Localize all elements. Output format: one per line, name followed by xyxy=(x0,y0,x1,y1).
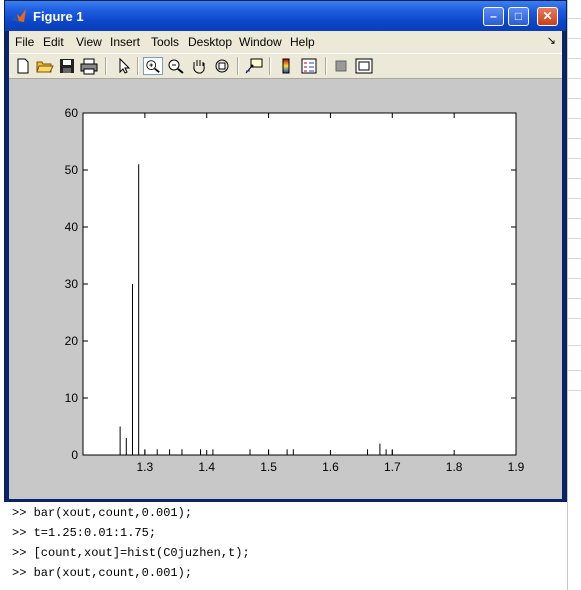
menu-edit[interactable]: Edit xyxy=(43,35,64,49)
menu-file[interactable]: File xyxy=(15,35,35,49)
x-tick-label: 1.4 xyxy=(198,460,215,474)
menu-view[interactable]: View xyxy=(76,35,102,49)
toolbar-separator xyxy=(105,57,107,75)
close-icon: ✕ xyxy=(542,9,553,23)
menu-tools[interactable]: Tools xyxy=(151,35,180,49)
zoom-out-icon[interactable] xyxy=(166,57,186,75)
pan-hand-icon[interactable] xyxy=(189,57,209,75)
minimize-icon: – xyxy=(490,9,497,23)
x-tick-label: 1.9 xyxy=(508,460,525,474)
new-figure-icon[interactable] xyxy=(13,57,33,75)
y-tick-label: 50 xyxy=(65,163,79,177)
edit-plot-arrow-icon[interactable] xyxy=(113,57,133,75)
y-tick-label: 20 xyxy=(65,334,79,348)
x-tick-label: 1.6 xyxy=(322,460,339,474)
y-axis: 0 10 20 30 40 50 60 xyxy=(65,106,516,462)
toolbar-separator xyxy=(325,57,327,75)
y-tick-label: 30 xyxy=(65,277,79,291)
figure-toolbar xyxy=(9,53,562,79)
menu-help[interactable]: Help xyxy=(290,35,315,49)
legend-icon[interactable] xyxy=(299,57,319,75)
save-icon[interactable] xyxy=(57,57,77,75)
plot-axes[interactable] xyxy=(82,112,517,456)
x-tick-label: 1.5 xyxy=(260,460,277,474)
window-title: Figure 1 xyxy=(33,9,84,24)
x-tick-label: 1.3 xyxy=(137,460,154,474)
maximize-icon: □ xyxy=(514,9,523,23)
figure-canvas: 1.3 1.4 1.5 1.6 1.7 1.8 1.9 0 10 20 30 40 50 60 xyxy=(9,79,562,499)
menu-desktop[interactable]: Desktop xyxy=(188,35,233,49)
x-axis: 1.3 1.4 1.5 1.6 1.7 1.8 1.9 xyxy=(137,113,525,474)
rotate-3d-icon[interactable] xyxy=(212,57,232,75)
bar-chart[interactable]: 1.3 1.4 1.5 1.6 1.7 1.8 1.9 0 10 20 30 40 50 60 xyxy=(9,79,562,499)
zoom-in-icon[interactable] xyxy=(143,57,163,75)
menu-bar: File Edit View Insert Tools Desktop Wind… xyxy=(9,31,562,53)
toolbar-separator xyxy=(269,57,271,75)
toolbar-separator xyxy=(237,57,239,75)
y-tick-label: 40 xyxy=(65,220,79,234)
data-cursor-icon[interactable] xyxy=(244,57,264,75)
command-line: >> bar(xout,count,0.001); xyxy=(12,566,193,580)
command-line: >> bar(xout,count,0.001); xyxy=(12,506,193,520)
menu-insert[interactable]: Insert xyxy=(110,35,141,49)
colorbar-icon[interactable] xyxy=(276,57,296,75)
command-window[interactable]: >> bar(xout,count,0.001); >> t=1.25:0.01… xyxy=(0,502,567,590)
command-line: >> [count,xout]=hist(C0juzhen,t); xyxy=(12,546,250,560)
x-tick-label: 1.8 xyxy=(446,460,463,474)
close-button[interactable]: ✕ xyxy=(537,7,558,26)
title-bar[interactable]: Figure 1 – □ ✕ xyxy=(5,1,566,31)
maximize-button[interactable]: □ xyxy=(508,7,529,26)
background-window-edge xyxy=(567,0,581,590)
y-tick-label: 0 xyxy=(71,448,78,462)
x-tick-label: 1.7 xyxy=(384,460,401,474)
menu-window[interactable]: Window xyxy=(239,35,282,49)
command-line: >> t=1.25:0.01:1.75; xyxy=(12,526,157,540)
matlab-logo-icon xyxy=(12,9,26,22)
show-plot-tools-icon[interactable] xyxy=(354,57,374,75)
minimize-button[interactable]: – xyxy=(483,7,504,26)
hide-plot-tools-icon[interactable] xyxy=(331,57,351,75)
toolbar-separator xyxy=(137,57,139,75)
y-tick-label: 10 xyxy=(65,391,79,405)
print-icon[interactable] xyxy=(79,57,99,75)
y-tick-label: 60 xyxy=(65,106,79,120)
figure-window: Figure 1 – □ ✕ File Edit View Insert Too… xyxy=(4,0,567,502)
dock-arrow-icon[interactable]: ↘ xyxy=(546,35,556,47)
open-file-icon[interactable] xyxy=(35,57,55,75)
